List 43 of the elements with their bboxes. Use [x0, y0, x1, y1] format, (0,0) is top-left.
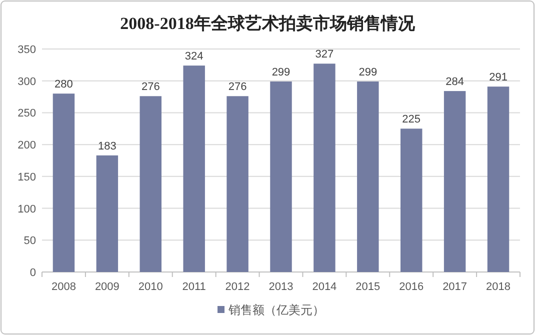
bar: [487, 86, 510, 272]
x-tick-label: 2008: [51, 281, 76, 293]
x-tick-label: 2018: [486, 281, 511, 293]
y-tick-label: 250: [18, 108, 36, 120]
data-label: 327: [315, 48, 334, 61]
data-label: 276: [141, 81, 160, 94]
data-label: 284: [446, 76, 464, 88]
x-tick-label: 2013: [268, 281, 294, 293]
bar: [444, 91, 466, 272]
bar: [52, 94, 75, 272]
x-tick-label: 2015: [356, 281, 380, 293]
data-label: 299: [358, 66, 378, 78]
y-tick-label: 350: [18, 44, 36, 56]
x-tick-label: 2016: [399, 281, 424, 293]
bar: [96, 155, 118, 272]
data-label: 291: [489, 72, 508, 84]
x-tick-label: 2014: [312, 281, 337, 293]
data-label: 276: [228, 81, 247, 94]
x-tick-label: 2009: [94, 281, 120, 293]
bar: [140, 96, 162, 272]
data-label: 280: [54, 78, 73, 91]
data-label: 299: [272, 66, 290, 78]
bar: [357, 81, 379, 272]
legend-label: 销售额（亿美元）: [228, 303, 324, 317]
chart-title: 2008-2018年全球艺术拍卖市场销售情况: [120, 14, 416, 33]
bar: [400, 128, 422, 272]
bar: [270, 81, 292, 272]
y-tick-label: 200: [18, 140, 36, 152]
data-label: 183: [98, 140, 116, 152]
bar: [226, 96, 248, 272]
y-tick-label: 300: [18, 76, 36, 88]
x-tick-label: 2012: [225, 281, 250, 293]
x-tick-label: 2017: [442, 281, 468, 293]
y-tick-label: 100: [18, 203, 36, 216]
x-tick-label: 2011: [182, 281, 206, 293]
y-tick-label: 0: [30, 267, 36, 279]
y-tick-label: 50: [24, 235, 36, 248]
y-tick-label: 150: [18, 171, 36, 184]
bar: [314, 64, 336, 272]
bar: [183, 66, 205, 272]
x-tick-label: 2010: [138, 281, 163, 293]
data-label: 324: [184, 50, 204, 63]
data-label: 225: [402, 114, 421, 126]
